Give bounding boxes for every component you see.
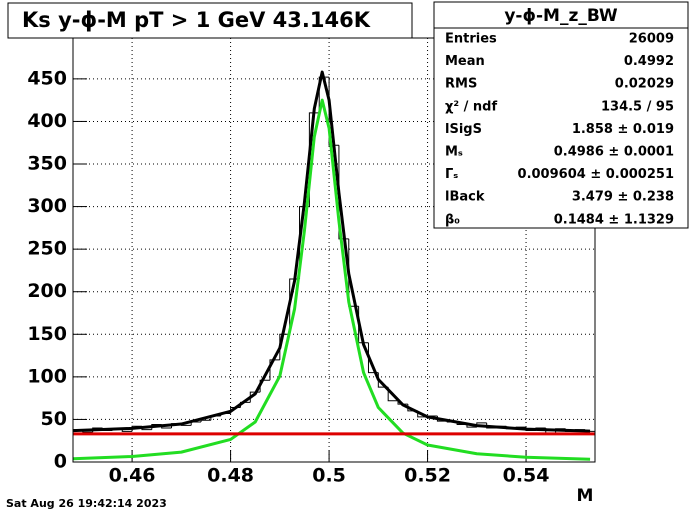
x-axis-label: M: [577, 486, 594, 506]
histogram-bin: [269, 359, 280, 381]
stats-label: RMS: [445, 77, 477, 92]
timestamp: Sat Aug 26 19:42:14 2023: [6, 497, 167, 510]
y-tick-label: 400: [27, 110, 67, 132]
stats-value: 0.009604 ± 0.000251: [518, 167, 674, 182]
stats-box: [433, 1, 689, 229]
stats-label: lSigS: [445, 122, 482, 137]
y-tick-label: 300: [27, 195, 67, 217]
stats-label: Mₛ: [445, 145, 463, 160]
plot-frame-border: [72, 37, 596, 463]
x-tick-label: 0.48: [207, 465, 254, 487]
x-tick-label: 0.5: [312, 465, 346, 487]
stats-value: 0.1484 ± 1.1329: [554, 212, 674, 227]
stats-label: lBack: [445, 190, 485, 205]
y-tick-label: 350: [27, 153, 67, 175]
y-tick-label: 150: [27, 323, 67, 345]
stats-title: y-ϕ-M_z_BW: [504, 6, 618, 26]
stats-label: Mean: [445, 54, 485, 69]
y-tick-label: 250: [27, 238, 67, 260]
stats-value: 0.02029: [615, 77, 674, 92]
stats-label: Entries: [445, 32, 497, 47]
histogram-bin: [318, 76, 330, 113]
y-tick-label: 0: [54, 451, 67, 473]
fit-curve: [72, 70, 591, 433]
title-box: [7, 2, 413, 39]
histogram-bin: [279, 333, 290, 360]
stats-value: 0.4986 ± 0.0001: [554, 145, 674, 160]
y-tick-label: 100: [27, 365, 67, 387]
stats-value: 0.4992: [624, 54, 674, 69]
x-tick-label: 0.46: [109, 465, 156, 487]
y-tick-label: 450: [27, 67, 67, 89]
x-tick-label: 0.54: [503, 465, 550, 487]
stats-value: 1.858 ± 0.019: [572, 122, 674, 137]
stats-label: β₀: [445, 212, 460, 227]
stats-label: χ² / ndf: [445, 99, 497, 114]
stats-value: 26009: [629, 32, 674, 47]
stats-value: 3.479 ± 0.238: [572, 190, 674, 205]
stats-label: Γₛ: [445, 167, 458, 182]
y-tick-label: 50: [41, 408, 67, 430]
stats-value: 134.5 / 95: [601, 99, 674, 114]
x-tick-label: 0.52: [404, 465, 451, 487]
y-tick-label: 200: [27, 280, 67, 302]
chart-title: Ks y-ϕ-M pT > 1 GeV 43.146K: [22, 8, 371, 32]
fit-curve: [72, 98, 591, 461]
histogram-bin: [259, 379, 270, 393]
